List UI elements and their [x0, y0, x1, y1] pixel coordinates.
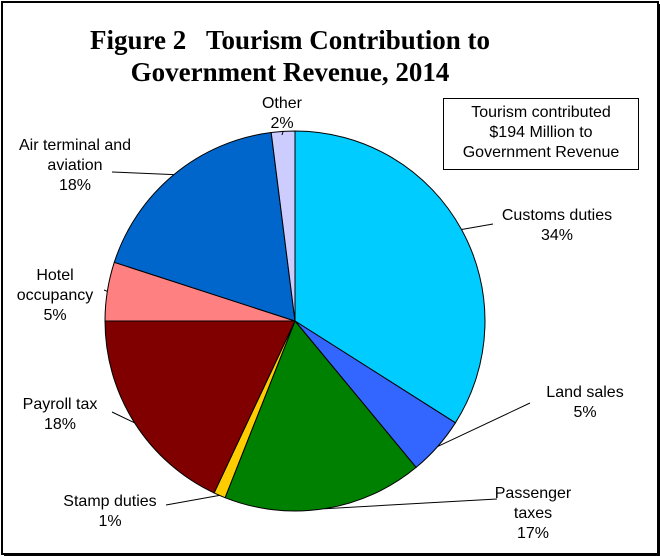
leader-line [103, 289, 108, 292]
slice-label: Stamp duties 1% [63, 493, 156, 530]
summary-note-line-1: Tourism contributed [471, 104, 611, 121]
pie-slice-other [270, 130, 296, 322]
pie-slice-payroll-tax [104, 320, 296, 494]
slice-label: Hotel occupancy 5% [17, 267, 94, 324]
leader-line [165, 494, 220, 506]
chart-title: Figure 2 Tourism Contribution to Governm… [0, 24, 580, 88]
leader-line [437, 402, 531, 448]
leader-line [111, 171, 174, 176]
summary-note-line-3: Government Revenue [462, 144, 620, 161]
summary-note-line-2: $194 Million to [489, 124, 593, 141]
leader-line [111, 411, 135, 424]
slice-label: Air terminal and aviation 18% [19, 137, 131, 194]
slice-label: Payroll tax 18% [23, 396, 98, 433]
leader-line [281, 131, 284, 136]
chart-title-line-2: Government Revenue, 2014 [130, 57, 450, 87]
slice-label: Passenger taxes 17% [495, 485, 572, 542]
leader-line [461, 223, 494, 230]
slice-label: Other 2% [262, 95, 303, 132]
pie-slice-air-terminal-and-aviation [113, 131, 296, 322]
summary-note-box: Tourism contributed $194 Million to Gove… [443, 98, 639, 170]
slice-label: Customs duties 34% [502, 207, 612, 244]
leader-line [324, 498, 498, 510]
slice-label: Land sales 5% [546, 384, 623, 421]
chart-title-line-1: Figure 2 Tourism Contribution to [89, 25, 491, 55]
